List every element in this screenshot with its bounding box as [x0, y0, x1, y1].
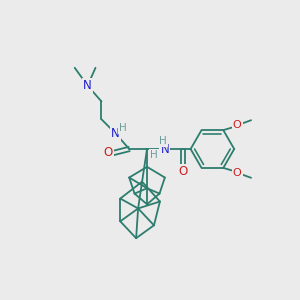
Text: N: N: [83, 79, 92, 92]
Text: H: H: [159, 136, 167, 146]
Text: H: H: [119, 123, 127, 133]
Text: O: O: [233, 168, 242, 178]
Text: H: H: [150, 150, 158, 160]
Text: O: O: [233, 120, 242, 130]
Text: O: O: [104, 146, 113, 160]
Text: O: O: [178, 165, 187, 178]
Text: N: N: [111, 127, 120, 140]
Text: N: N: [160, 142, 169, 155]
